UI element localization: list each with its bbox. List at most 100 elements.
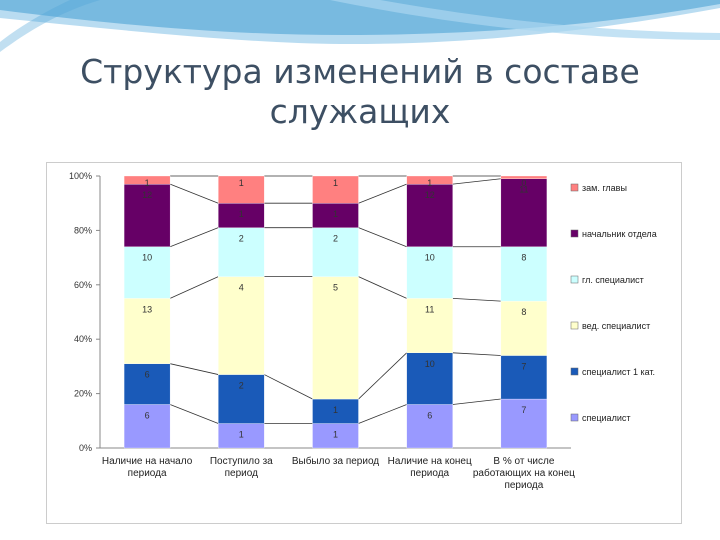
bar-segment xyxy=(123,246,171,299)
data-label: 1 xyxy=(239,178,244,188)
data-label: 6 xyxy=(145,410,150,420)
bar-segment xyxy=(123,175,171,185)
x-category-label: Поступило за xyxy=(210,456,273,467)
bar-segment xyxy=(500,300,548,356)
bar-segment xyxy=(123,363,171,405)
bar-segment xyxy=(500,178,548,247)
data-label: 6 xyxy=(427,410,432,420)
data-label: 7 xyxy=(521,362,526,372)
bar-segment xyxy=(123,298,171,364)
legend-swatch xyxy=(570,183,579,192)
legend-swatch xyxy=(570,275,579,284)
series-connector-line xyxy=(169,183,219,204)
data-label: 11 xyxy=(519,185,528,195)
y-tick-label: 60% xyxy=(74,280,92,290)
series-connector-line xyxy=(169,404,219,424)
legend-swatch xyxy=(570,413,579,422)
bar-segment xyxy=(312,276,359,400)
series-connector-line xyxy=(452,298,501,302)
bar-segment xyxy=(218,203,265,228)
bar-segment xyxy=(406,352,453,405)
series-connector-line xyxy=(169,276,219,299)
series-connector-line xyxy=(170,363,219,375)
chart-border xyxy=(46,162,682,524)
x-category-label: периода xyxy=(410,468,449,479)
x-category-label: период xyxy=(225,468,258,479)
bar-segment xyxy=(406,175,453,185)
x-category-label: работающих на конец xyxy=(473,467,575,479)
stacked-bar-chart: 0%20%40%60%80%100% 661310121124211115211… xyxy=(46,162,682,524)
data-label: 1 xyxy=(333,209,338,219)
data-label: 8 xyxy=(521,253,526,263)
legend-label: специалист 1 кат. xyxy=(582,367,655,377)
bar-segment xyxy=(312,398,359,424)
y-tick-label: 20% xyxy=(74,389,92,399)
x-category-label: периода xyxy=(128,468,167,479)
bar-connectors xyxy=(169,175,501,424)
series-connector-line xyxy=(452,178,501,185)
bar-segment xyxy=(312,203,359,228)
x-category-label: В % от числе xyxy=(493,456,554,467)
data-label: 1 xyxy=(333,430,338,440)
data-label: 7 xyxy=(521,405,526,415)
legend-label: начальник отдела xyxy=(582,229,657,239)
data-label: 6 xyxy=(145,370,150,380)
slide-title-line-1: Структура изменений в составе xyxy=(80,52,640,91)
bar-segment xyxy=(123,184,171,247)
data-label: 12 xyxy=(425,190,435,200)
data-label: 1 xyxy=(239,430,244,440)
bar-segment xyxy=(218,227,265,277)
series-connector-line xyxy=(452,352,501,356)
y-tick-label: 80% xyxy=(74,225,92,235)
bar-segment xyxy=(312,175,359,204)
series-connector-line xyxy=(169,227,219,248)
bar-segment xyxy=(218,175,265,204)
data-label: 2 xyxy=(333,234,338,244)
series-connector-line xyxy=(358,352,407,400)
bar-segment xyxy=(312,227,359,277)
legend-swatch xyxy=(570,367,579,376)
series-connector-line xyxy=(358,404,407,424)
x-category-label: периода xyxy=(504,480,543,491)
data-label: 1 xyxy=(427,178,432,188)
data-label: 5 xyxy=(333,283,338,293)
legend-swatch xyxy=(570,321,579,330)
bar-segment xyxy=(123,404,171,449)
x-category-label: Выбыло за период xyxy=(292,455,379,467)
data-label: 10 xyxy=(425,359,435,369)
x-category-label: Наличие на начало xyxy=(102,456,193,467)
data-label: 1 xyxy=(239,209,244,219)
bar-segment xyxy=(218,423,265,449)
bar-segment xyxy=(500,175,548,179)
slide-title-line-2: служащих xyxy=(269,92,451,131)
series-connector-line xyxy=(264,374,313,400)
data-label: 4 xyxy=(239,283,244,293)
x-category-label: Наличие на конец xyxy=(388,456,472,467)
data-label: 10 xyxy=(425,253,435,263)
bar-segment xyxy=(312,423,359,449)
slide-title: Структура изменений в составе служащих xyxy=(0,52,720,132)
y-tick-label: 40% xyxy=(74,334,92,344)
y-axis: 0% 20% 40% 60% 80% 100% xyxy=(46,162,682,524)
data-label: 1 xyxy=(333,405,338,415)
legend-label: вед. специалист xyxy=(582,321,650,331)
data-label: 1 xyxy=(333,178,338,188)
data-label: 12 xyxy=(142,190,152,200)
data-label: 8 xyxy=(521,307,526,317)
legend-swatch xyxy=(570,229,579,238)
data-label: 2 xyxy=(239,381,244,391)
legend-label: специалист xyxy=(582,413,630,423)
data-label: 1 xyxy=(145,178,150,188)
y-tick-label: 0% xyxy=(79,443,92,453)
bar-segment xyxy=(218,374,265,424)
legend-label: гл. специалист xyxy=(582,275,644,285)
data-label: 11 xyxy=(425,304,434,314)
series-connector-line xyxy=(358,183,407,204)
data-label: 13 xyxy=(142,304,152,314)
data-label: 2 xyxy=(239,234,244,244)
bar-segment xyxy=(406,404,453,449)
data-label: 10 xyxy=(142,253,152,263)
data-label: 0 xyxy=(521,178,526,188)
bar-segment xyxy=(406,184,453,247)
